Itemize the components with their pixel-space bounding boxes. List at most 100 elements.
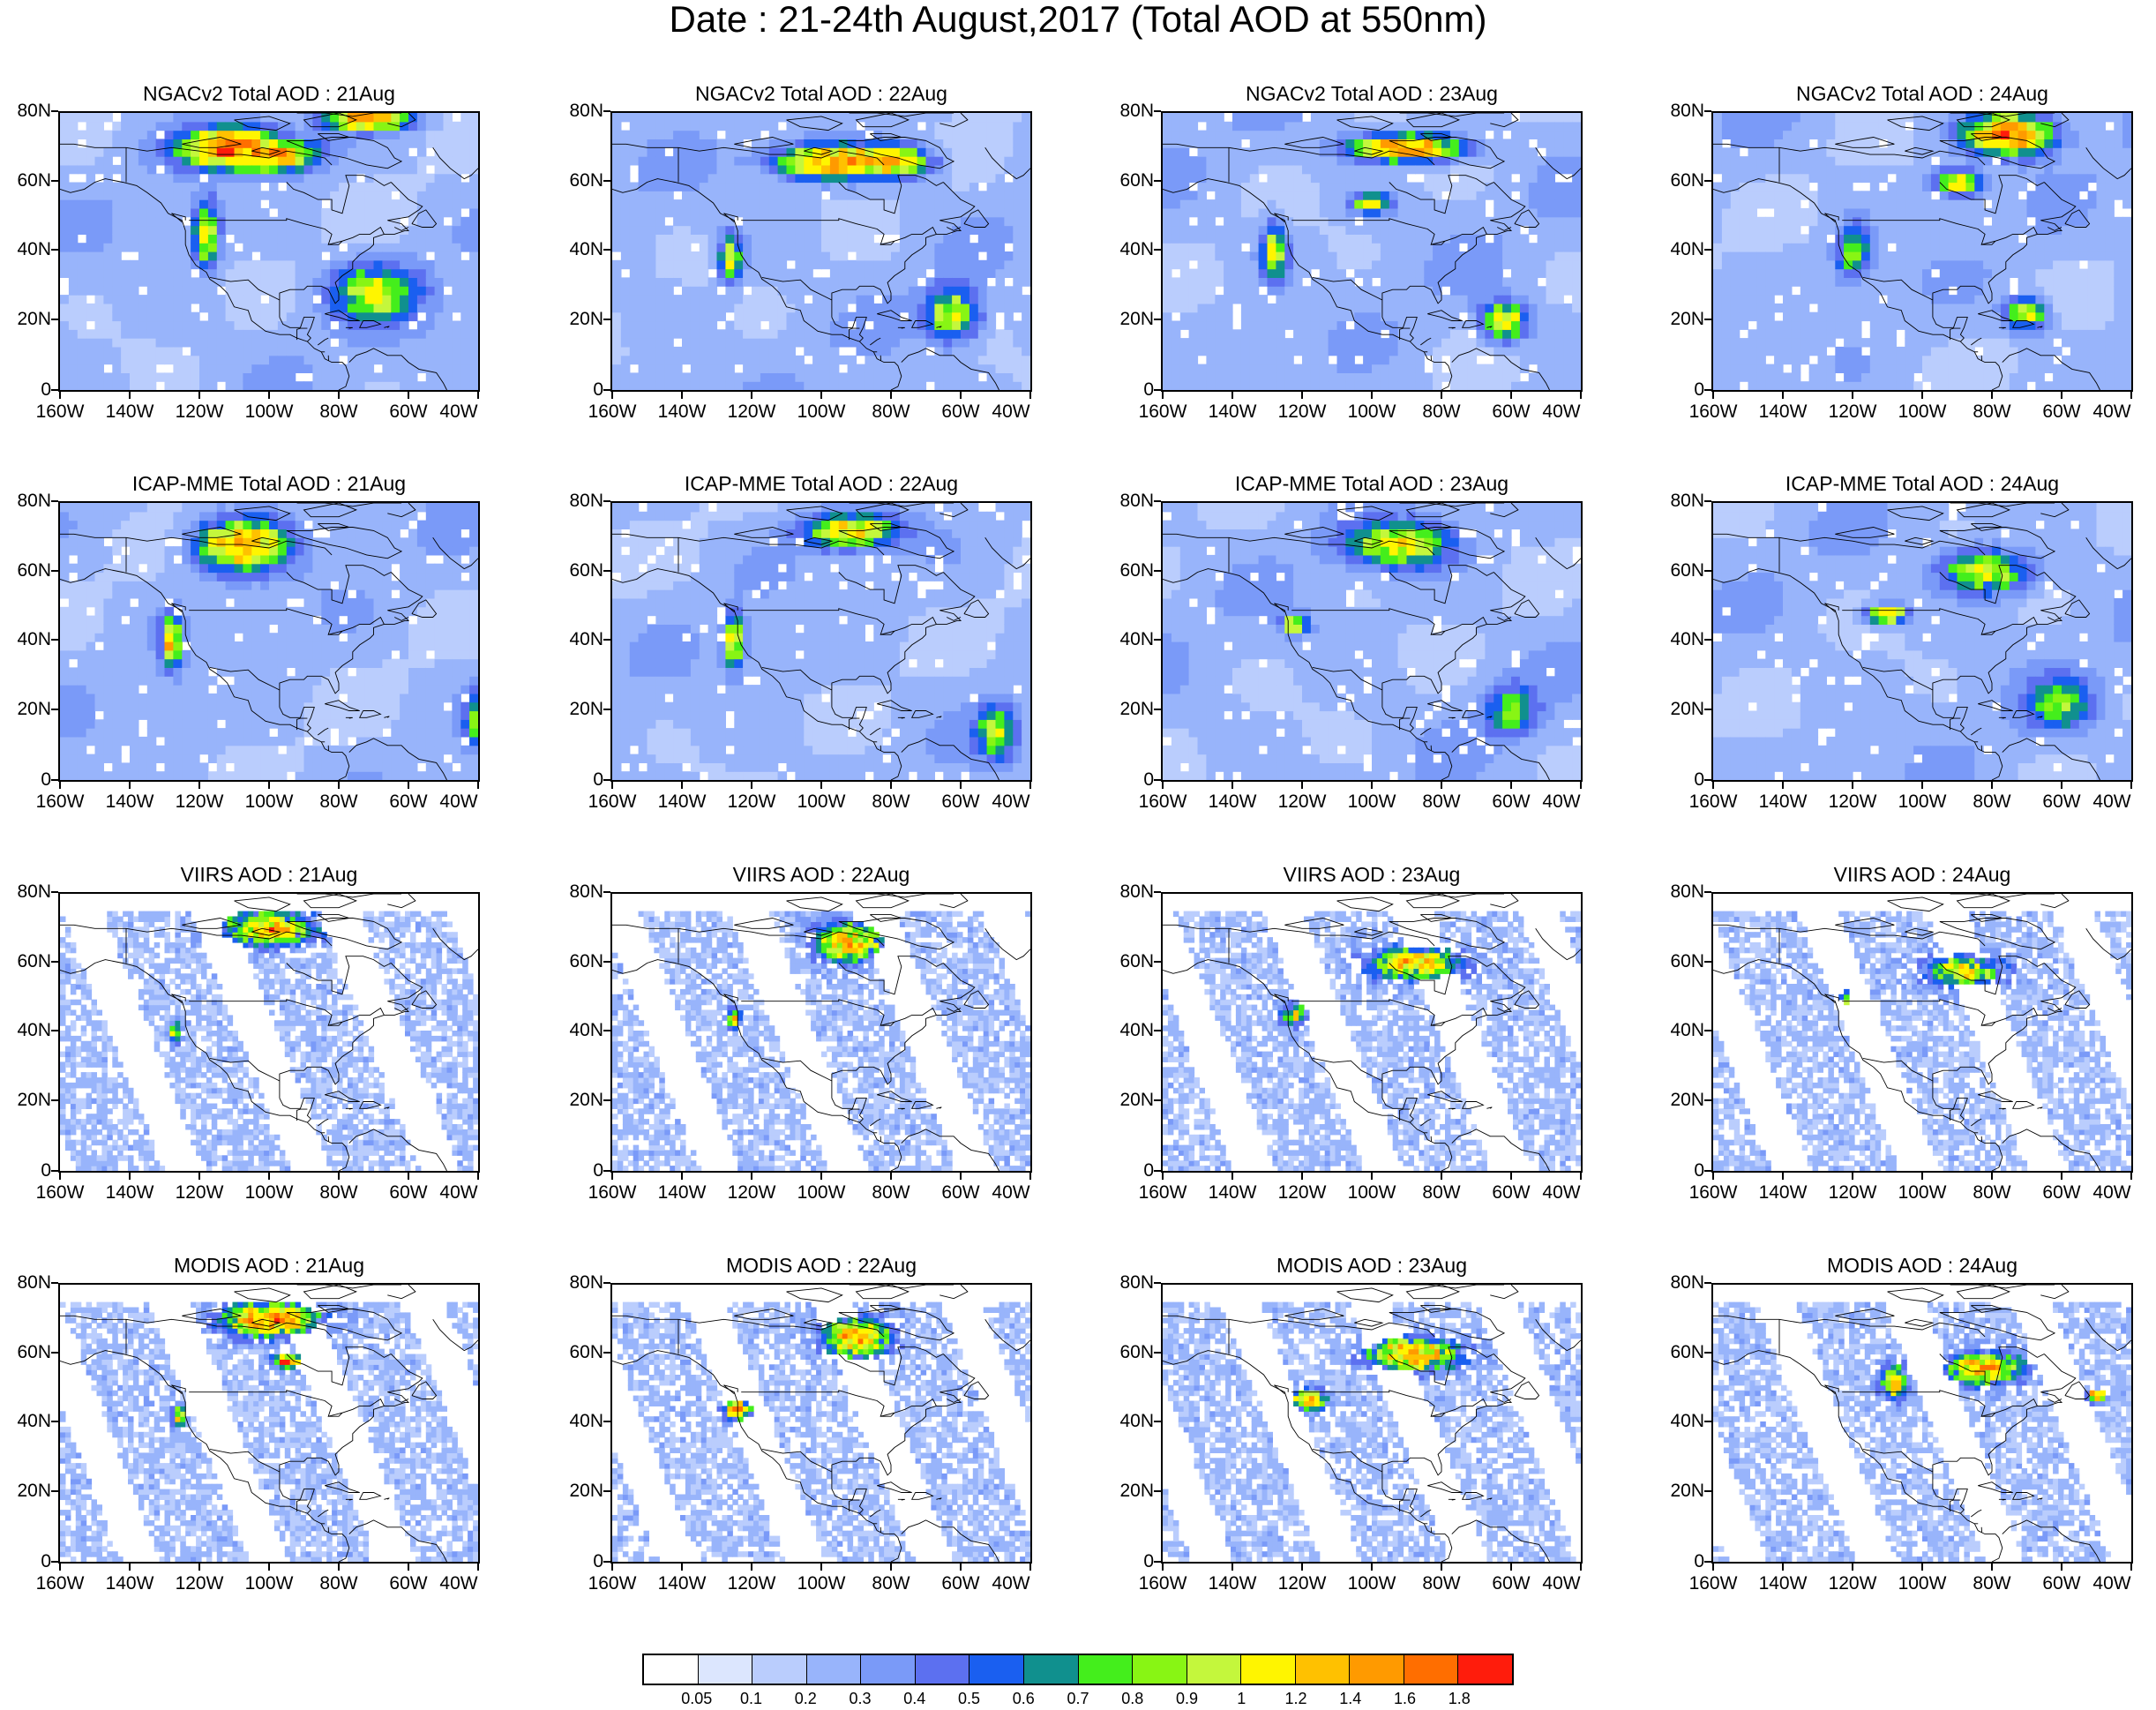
x-tick	[1029, 392, 1031, 399]
x-tick-label: 40W	[423, 402, 494, 422]
coastlines	[1713, 113, 2131, 390]
y-tick	[603, 500, 610, 502]
y-tick	[603, 1099, 610, 1101]
y-tick	[603, 1561, 610, 1563]
y-tick	[603, 1351, 610, 1354]
x-tick-label: 140W	[1748, 1183, 1818, 1203]
x-tick-label: 120W	[1817, 402, 1888, 422]
y-tick-label: 40N	[1653, 1021, 1704, 1040]
x-tick-label: 160W	[1127, 792, 1198, 812]
y-tick-label: 40N	[0, 240, 51, 259]
x-tick	[611, 1564, 613, 1571]
colorbar-swatch	[1133, 1655, 1187, 1684]
x-tick	[611, 1173, 613, 1180]
y-tick-label: 60N	[1103, 951, 1154, 971]
x-tick	[2130, 1564, 2132, 1571]
aod-field-map	[60, 113, 478, 390]
x-tick	[960, 782, 962, 789]
x-tick	[1510, 1564, 1512, 1571]
y-tick-label: 40N	[0, 1412, 51, 1431]
y-tick	[1154, 110, 1161, 112]
y-tick	[603, 389, 610, 391]
x-tick	[477, 782, 479, 789]
x-tick-label: 100W	[1336, 1183, 1407, 1203]
y-tick	[1154, 1489, 1161, 1492]
y-tick-label: 40N	[1653, 1412, 1704, 1431]
x-tick	[1991, 1173, 1993, 1180]
y-tick	[51, 110, 58, 112]
y-tick	[51, 708, 58, 710]
x-tick-label: 120W	[1267, 1574, 1337, 1594]
x-tick-label: 80W	[856, 1574, 926, 1594]
x-tick	[1441, 1564, 1442, 1571]
y-tick-label: 80N	[1653, 882, 1704, 902]
y-tick-label: 20N	[0, 699, 51, 719]
x-tick-label: 80W	[303, 1574, 374, 1594]
x-tick-label: 160W	[1127, 1574, 1198, 1594]
x-tick	[1712, 1564, 1714, 1571]
y-tick-label: 60N	[0, 951, 51, 971]
x-tick	[890, 1173, 892, 1180]
x-tick-label: 80W	[303, 792, 374, 812]
colorbar-label: 0.2	[779, 1689, 832, 1708]
y-tick	[1154, 1099, 1161, 1101]
x-tick-label: 80W	[1957, 402, 2027, 422]
coastlines	[1713, 1285, 2131, 1562]
x-tick-label: 60W	[2026, 1574, 2097, 1594]
x-tick	[2130, 782, 2132, 789]
colorbar-swatch	[1241, 1655, 1296, 1684]
aod-cells	[612, 1301, 1030, 1562]
y-tick	[51, 249, 58, 251]
coastlines	[60, 503, 478, 780]
x-tick	[1921, 782, 1923, 789]
y-tick	[603, 891, 610, 893]
y-tick-label: 40N	[0, 630, 51, 649]
x-tick	[1162, 1173, 1164, 1180]
y-tick	[51, 1282, 58, 1284]
x-tick-label: 100W	[1887, 1183, 1958, 1203]
x-tick-label: 120W	[164, 402, 235, 422]
x-tick-label: 80W	[856, 792, 926, 812]
x-tick-label: 120W	[164, 1574, 235, 1594]
x-tick	[960, 392, 962, 399]
y-tick-label: 20N	[552, 699, 603, 719]
y-tick	[603, 569, 610, 572]
panel-title: MODIS AOD : 21Aug	[58, 1253, 480, 1278]
y-tick	[603, 1421, 610, 1422]
aod-field-map	[612, 113, 1030, 390]
x-tick-label: 120W	[1267, 402, 1337, 422]
y-tick-label: 20N	[1653, 1090, 1704, 1110]
aod-cells	[1163, 1301, 1581, 1562]
x-tick	[268, 1564, 270, 1571]
x-tick	[1301, 782, 1303, 789]
x-tick	[1510, 782, 1512, 789]
map-frame	[1161, 1283, 1583, 1564]
x-tick-label: 140W	[647, 792, 717, 812]
map-frame	[58, 1283, 480, 1564]
x-tick	[611, 392, 613, 399]
y-tick	[51, 1099, 58, 1101]
y-tick	[51, 569, 58, 572]
y-tick-label: 20N	[1103, 309, 1154, 329]
x-tick-label: 140W	[647, 1183, 717, 1203]
x-tick-label: 160W	[1678, 792, 1748, 812]
y-tick-label: 80N	[1103, 882, 1154, 902]
x-tick-label: 80W	[1957, 1183, 2027, 1203]
y-tick	[51, 500, 58, 502]
colorbar-label: 0.4	[888, 1689, 941, 1708]
colorbar	[642, 1654, 1514, 1685]
map-panel: ICAP-MME Total AOD : 21Aug 80N 60N 40N 20N 0 1…	[0, 471, 494, 815]
y-tick	[1704, 110, 1711, 112]
y-tick-label: 0	[1103, 1161, 1154, 1181]
x-tick-label: 60W	[925, 402, 996, 422]
x-tick	[59, 392, 61, 399]
x-tick-label: 40W	[423, 1574, 494, 1594]
y-tick	[603, 318, 610, 320]
y-tick-label: 80N	[1103, 1273, 1154, 1293]
aod-cells	[1163, 113, 1581, 390]
y-tick-label: 80N	[1653, 1273, 1704, 1293]
aod-field-map	[60, 503, 478, 780]
map-frame	[1161, 501, 1583, 782]
map-frame	[1711, 892, 2133, 1173]
x-tick	[960, 1564, 962, 1571]
